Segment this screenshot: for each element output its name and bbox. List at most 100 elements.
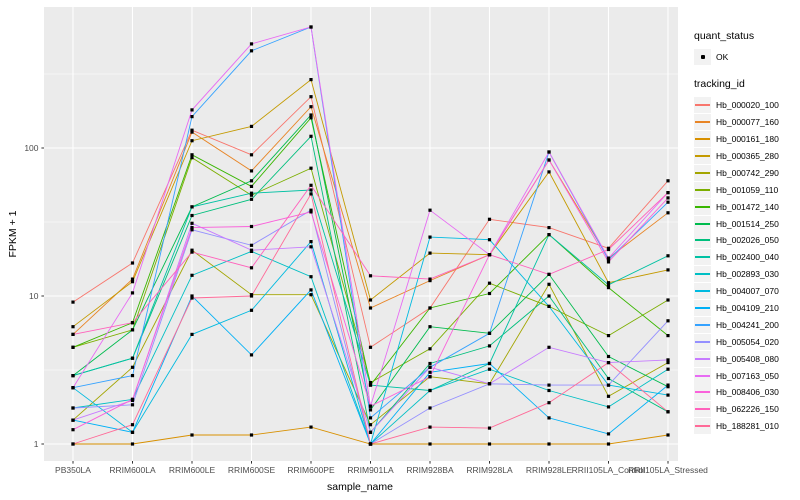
data-point <box>190 226 194 230</box>
data-point <box>368 274 373 278</box>
data-point <box>249 248 254 252</box>
legend-swatch <box>694 266 711 283</box>
y-tick-label: 10 <box>29 291 39 301</box>
data-point <box>428 375 432 379</box>
data-point <box>249 433 254 437</box>
data-point <box>666 298 670 302</box>
legend-label: Hb_008406_030 <box>716 387 779 398</box>
data-point <box>368 345 373 349</box>
data-point <box>606 354 611 359</box>
data-point <box>71 406 75 410</box>
legend-item-Hb_004109_210: Hb_004109_210 <box>694 300 798 317</box>
line-swatch-icon <box>695 222 710 225</box>
data-point <box>547 383 551 387</box>
data-point <box>249 353 254 357</box>
data-point <box>606 281 611 285</box>
legend-item-Hb_188281_010: Hb_188281_010 <box>694 418 798 435</box>
data-point <box>487 291 492 296</box>
data-point <box>547 233 551 237</box>
legend-swatch <box>694 215 711 232</box>
data-point <box>547 294 551 298</box>
x-tick-label: RRIM928LE <box>526 465 573 475</box>
legend-item-Hb_000020_100: Hb_000020_100 <box>694 97 798 114</box>
y-tick-label: 1 <box>34 439 39 449</box>
data-point <box>487 217 492 221</box>
x-tick-label: RRIM600LE <box>169 465 216 475</box>
legend-swatch <box>694 249 711 266</box>
data-point <box>666 410 670 414</box>
panel <box>44 7 678 461</box>
data-point <box>606 247 611 252</box>
data-point <box>606 405 611 409</box>
data-point <box>368 306 373 310</box>
data-point <box>428 306 432 310</box>
data-point <box>190 156 194 160</box>
data-point <box>666 191 670 195</box>
data-point <box>547 345 551 349</box>
legend-swatch <box>694 401 711 418</box>
legend-label: Hb_001059_110 <box>716 184 779 195</box>
data-point <box>249 193 254 197</box>
data-point <box>130 430 135 434</box>
legend-key-ok <box>694 49 711 66</box>
legend-label: Hb_000742_290 <box>716 167 779 178</box>
line-swatch-icon <box>695 273 710 276</box>
line-swatch-icon <box>695 205 710 208</box>
legend-swatch <box>694 181 711 198</box>
line-swatch-icon <box>695 323 710 326</box>
line-swatch-icon <box>695 391 710 394</box>
data-point <box>190 221 194 225</box>
x-tick-label: RRIM901LA <box>347 465 394 475</box>
data-point <box>606 361 611 365</box>
legend-label: Hb_005408_080 <box>716 353 779 364</box>
x-tick-label: RRII105LA_Control <box>572 465 646 475</box>
data-point <box>368 298 373 302</box>
line-swatch-icon <box>695 155 710 157</box>
data-point <box>71 325 75 329</box>
data-point <box>368 404 373 408</box>
data-point <box>249 243 254 247</box>
data-point <box>487 253 492 257</box>
data-point <box>71 374 75 378</box>
data-point <box>249 308 254 312</box>
legend-item-Hb_001472_140: Hb_001472_140 <box>694 198 798 215</box>
point-icon <box>700 55 705 60</box>
legend-label: Hb_062226_150 <box>716 404 779 415</box>
legend-item-Hb_005054_020: Hb_005054_020 <box>694 333 798 350</box>
data-point <box>547 304 551 308</box>
data-point <box>130 365 135 369</box>
legend-swatch <box>694 333 711 350</box>
data-point <box>309 188 313 192</box>
data-point <box>130 280 135 284</box>
data-point <box>606 383 611 387</box>
x-tick-label: RRIM600PE <box>287 465 335 475</box>
data-point <box>666 334 670 338</box>
legend-label: Hb_005054_020 <box>716 336 779 347</box>
data-point <box>309 166 313 170</box>
data-point <box>487 367 492 371</box>
data-point <box>71 332 75 336</box>
data-point <box>428 370 432 374</box>
x-axis-title: sample_name <box>327 481 393 493</box>
data-point <box>666 200 670 204</box>
legend-item-ok: OK <box>694 49 798 66</box>
data-point <box>428 425 432 429</box>
data-point <box>71 418 75 422</box>
legend-label: Hb_007163_050 <box>716 370 779 381</box>
line-swatch-icon <box>695 307 710 310</box>
legend-label: Hb_001514_250 <box>716 218 779 229</box>
x-tick-label: RRIM600SE <box>228 465 276 475</box>
data-point <box>428 442 432 446</box>
legend-item-Hb_004007_070: Hb_004007_070 <box>694 283 798 300</box>
data-point <box>368 442 373 446</box>
x-tick-label: RRIM600LA <box>109 465 156 475</box>
legend-label: Hb_000365_280 <box>716 151 779 161</box>
data-point <box>190 205 194 209</box>
data-point <box>428 235 432 239</box>
legend-item-Hb_062226_150: Hb_062226_150 <box>694 401 798 418</box>
data-point <box>487 238 492 242</box>
line-swatch-icon <box>695 290 710 293</box>
data-point <box>71 428 75 432</box>
line-swatch-icon <box>695 425 710 428</box>
